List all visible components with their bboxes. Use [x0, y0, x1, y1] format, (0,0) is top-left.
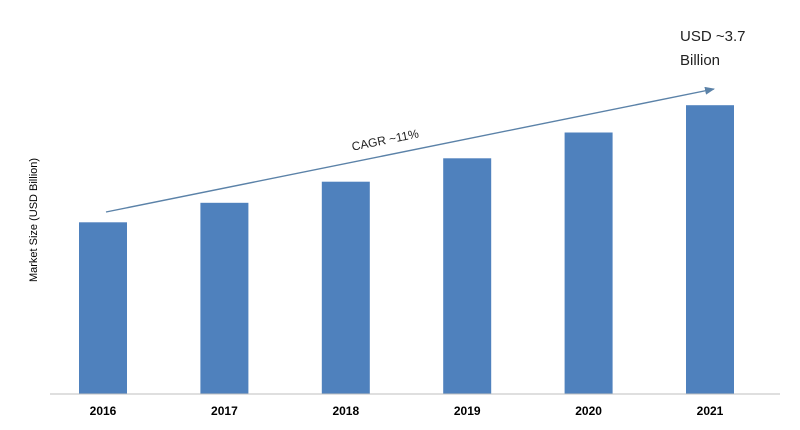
cagr-annotation: CAGR ~11% [350, 126, 420, 153]
bar-2019 [443, 158, 492, 394]
bar-2021 [686, 105, 734, 394]
bar-2018 [321, 181, 370, 394]
x-tick-label-2018: 2018 [332, 404, 359, 418]
growth-trend-arrow [105, 86, 715, 213]
x-tick-label-2016: 2016 [90, 404, 117, 418]
y-axis-label: Market Size (USD Billion) [28, 158, 40, 282]
x-tick-label-2021: 2021 [697, 404, 724, 418]
bar-2017 [200, 202, 249, 394]
bar-2016 [79, 222, 127, 394]
final-value-annotation-line2: Billion [680, 52, 720, 69]
bar-series [79, 105, 734, 394]
x-tick-label-2020: 2020 [575, 404, 602, 418]
x-tick-label-2019: 2019 [454, 404, 481, 418]
final-value-annotation-line1: USD ~3.7 [680, 28, 745, 45]
x-axis-ticks: 2016 2017 2018 2019 2020 2021 [90, 404, 724, 418]
x-tick-label-2017: 2017 [211, 404, 238, 418]
bar-2020 [564, 132, 613, 394]
